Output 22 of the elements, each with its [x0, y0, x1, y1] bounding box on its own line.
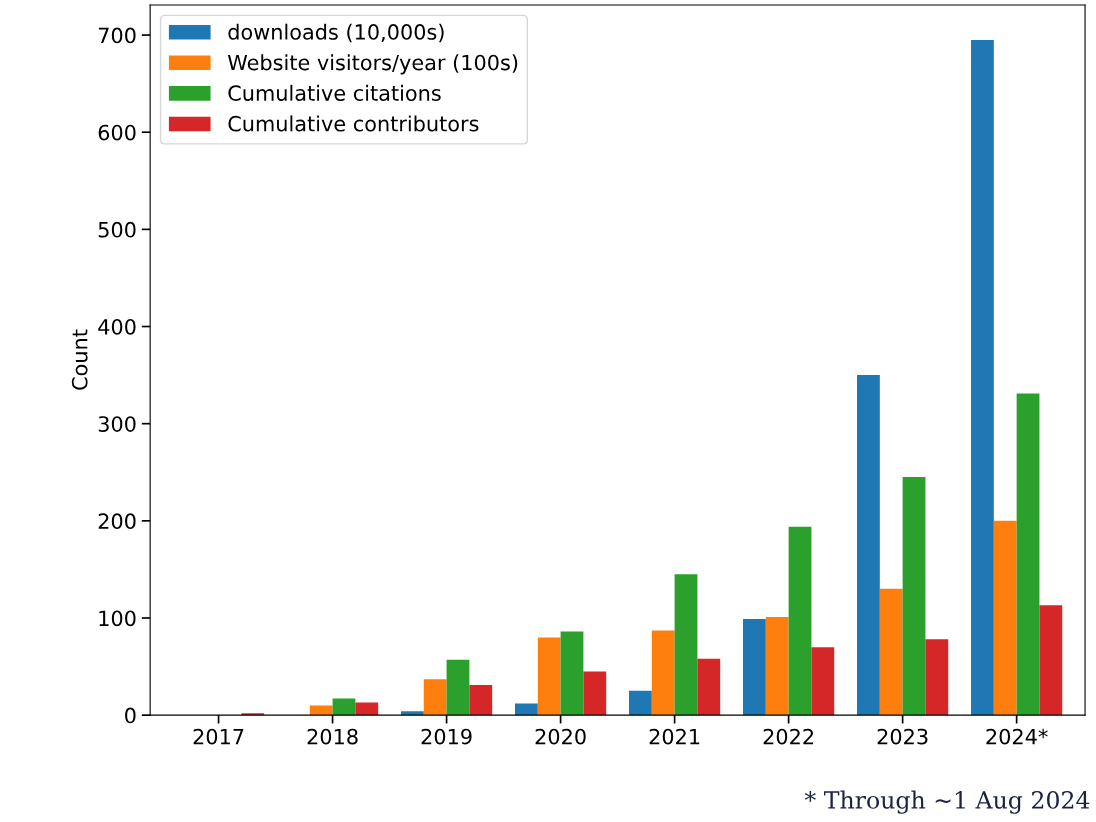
y-axis-title: Count: [71, 329, 88, 390]
y-tick-label: 400: [98, 318, 136, 335]
y-tick-label: 300: [98, 416, 136, 432]
x-tick-label: 2022: [763, 728, 814, 745]
x-tick-label: 2019: [421, 728, 472, 745]
x-tick-label: 2017: [193, 728, 244, 745]
x-tick-label: 2024*: [986, 728, 1048, 745]
y-tick-label: 700: [98, 27, 136, 44]
y-tick-label: 500: [98, 221, 136, 238]
text: * Through ~1 Aug 2024: [804, 790, 1090, 814]
x-tick-label: 2021: [649, 728, 700, 745]
y-tick-label: 100: [99, 610, 136, 627]
legend-label: Cumulative citations: [228, 84, 441, 101]
x-tick-label: 2023: [877, 728, 928, 745]
x-tick-label: 2018: [307, 728, 358, 745]
y-tick-label: 600: [98, 124, 136, 141]
y-tick-label: 0: [125, 707, 136, 724]
x-tick-label: 2020: [535, 728, 586, 745]
legend-label: downloads (10,000s): [228, 23, 444, 43]
legend-label: Cumulative contributors: [228, 115, 479, 132]
legend-label: Website visitors/year (100s): [227, 54, 518, 75]
y-tick-label: 200: [98, 513, 136, 530]
